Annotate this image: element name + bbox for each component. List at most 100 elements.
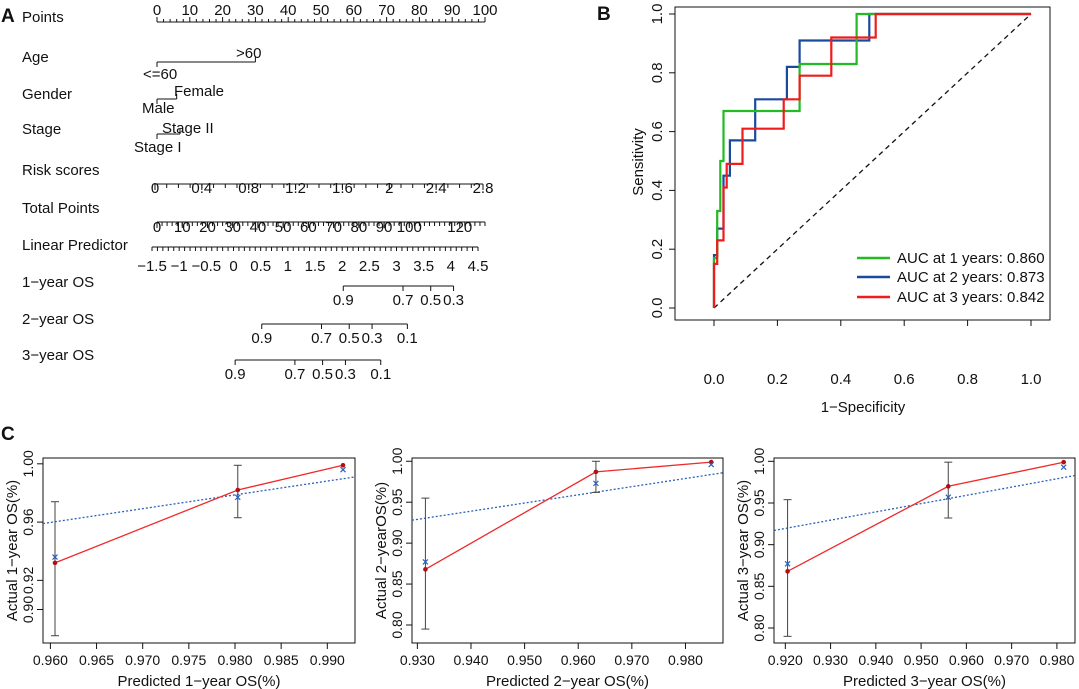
- x-tick-label: 0.8: [957, 371, 978, 388]
- row-label: 1−year OS: [22, 274, 94, 291]
- scale-tick-label: 2.4: [426, 180, 447, 197]
- plot-frame: [411, 457, 724, 644]
- lp-tick-label: −1: [171, 258, 188, 275]
- scale-tick-label: 90: [376, 219, 393, 236]
- scale-tick-label: 60: [300, 219, 317, 236]
- scale-tick-label: 2: [385, 180, 393, 197]
- points-tick-label: 60: [345, 2, 362, 19]
- points-tick-label: 0: [153, 2, 161, 19]
- x-tick-label: 0.990: [310, 652, 345, 668]
- row-label: Total Points: [22, 200, 100, 217]
- y-tick-label: 0.96: [20, 508, 36, 535]
- bias-corrected-point: [422, 559, 429, 565]
- points-tick-label: 70: [378, 2, 395, 19]
- y-tick-label: 0.2: [649, 239, 666, 260]
- y-tick-label: 0.90: [20, 596, 36, 623]
- factor-level-label: <=60: [143, 66, 177, 83]
- scale-tick-label: 50: [275, 219, 292, 236]
- scale-tick-label: 1.2: [285, 180, 306, 197]
- factor-level-label: Male: [142, 100, 175, 117]
- ideal-reference-line: [773, 474, 1076, 532]
- y-tick-label: 0.80: [389, 611, 405, 638]
- x-axis-title: Predicted 1−year OS(%): [118, 673, 281, 689]
- observed-point: [1061, 459, 1066, 465]
- scale-tick-label: 20: [199, 219, 216, 236]
- points-tick-label: 20: [214, 2, 231, 19]
- x-tick-label: 0.960: [949, 652, 984, 668]
- y-tick-label: 0.80: [751, 614, 767, 641]
- bias-corrected-point: [784, 560, 791, 567]
- points-tick-label: 50: [313, 2, 330, 19]
- row-label: 2−year OS: [22, 311, 94, 328]
- row-label: Stage: [22, 121, 61, 138]
- y-tick-label: 1.00: [20, 450, 36, 477]
- points-tick-label: 10: [181, 2, 198, 19]
- observed-point: [945, 484, 951, 489]
- row-label: Gender: [22, 86, 72, 103]
- roc-curve-3-year: [712, 12, 1031, 308]
- factor-level-label: Female: [174, 83, 224, 100]
- os-tick-label: 0.1: [397, 330, 418, 347]
- roc-panel: 0.0 0.2 0.4 0.6 0.8 1.0 0.0 0.2 0.4 0.6 0.8 1.0 1−Sp…: [630, 4, 1051, 416]
- os-tick-label: 0.1: [370, 366, 391, 383]
- legend-label: AUC at 1 years: 0.860: [897, 250, 1045, 267]
- os-tick-label: 0.3: [443, 292, 464, 309]
- x-tick-label: 0.980: [217, 652, 252, 668]
- os-tick-label: 0.5: [339, 330, 360, 347]
- os-tick-label: 0.7: [311, 330, 332, 347]
- nomogram-panel: Points Age Gender Stage Risk scores Total Poi…: [22, 2, 498, 383]
- y-tick-label: 0.92: [20, 567, 36, 594]
- x-axis-title: Predicted 3−year OS(%): [843, 673, 1006, 689]
- y-tick-label: 0.85: [389, 570, 405, 597]
- bias-corrected-point: [52, 554, 58, 560]
- factor-level-label: Stage II: [162, 120, 214, 137]
- observed-point: [423, 567, 428, 572]
- panel-label-a: A: [1, 6, 15, 27]
- lp-tick-label: 1.5: [305, 258, 326, 275]
- points-tick-label: 40: [280, 2, 297, 19]
- os-tick-label: 0.9: [251, 330, 272, 347]
- bias-corrected-point: [234, 494, 241, 501]
- x-tick-label: 0.2: [767, 371, 788, 388]
- lp-tick-label: 3.5: [413, 258, 434, 275]
- bias-corrected-point: [592, 480, 599, 487]
- lp-tick-label: 1: [284, 258, 292, 275]
- x-tick-label: 0.985: [264, 652, 299, 668]
- os-tick-label: 0.7: [393, 292, 414, 309]
- reference-diagonal: [713, 13, 1032, 309]
- calibration-panel-3-year: 0.920 0.930 0.940 0.950 0.960 0.970 0.980 0.80 0…: [735, 447, 1076, 689]
- scale-tick-label: 70: [325, 219, 342, 236]
- y-tick-label: 0.85: [751, 572, 767, 599]
- factor-level-label: Stage I: [134, 139, 182, 156]
- points-tick-label: 90: [444, 2, 461, 19]
- y-tick-label: 0.90: [751, 531, 767, 558]
- points-tick-label: 30: [247, 2, 264, 19]
- observed-point: [593, 469, 599, 475]
- factor-level-label: >60: [236, 45, 261, 62]
- observed-point: [785, 569, 790, 574]
- legend-label: AUC at 2 years: 0.873: [897, 269, 1045, 286]
- x-tick-label: 0.6: [894, 371, 915, 388]
- scale-tick-label: 0.8: [238, 180, 259, 197]
- os-tick-label: 0.5: [420, 292, 441, 309]
- x-tick-label: 0.970: [994, 652, 1029, 668]
- y-tick-label: 0.90: [389, 529, 405, 556]
- points-tick-label: 80: [411, 2, 428, 19]
- lp-tick-label: −1.5: [137, 258, 167, 275]
- lp-tick-label: 4.5: [468, 258, 489, 275]
- observed-calibration-line: [425, 461, 712, 570]
- x-tick-label: 0.0: [704, 371, 725, 388]
- scale-tick-label: 10: [174, 219, 191, 236]
- row-label: Points: [22, 9, 64, 26]
- lp-tick-label: 4: [447, 258, 455, 275]
- scale-tick-label: 0.4: [191, 180, 212, 197]
- x-tick-label: 0.940: [858, 652, 893, 668]
- observed-calibration-line: [54, 464, 344, 564]
- lp-tick-label: 0: [229, 258, 237, 275]
- x-tick-label: 0.930: [400, 652, 435, 668]
- y-tick-label: 1.0: [649, 4, 666, 25]
- y-axis-title: Sensitivity: [630, 128, 647, 196]
- ideal-reference-line: [42, 476, 356, 525]
- calibration-panel-1-year: 0.960 0.965 0.970 0.975 0.980 0.985 0.990 0.90 0…: [4, 450, 356, 689]
